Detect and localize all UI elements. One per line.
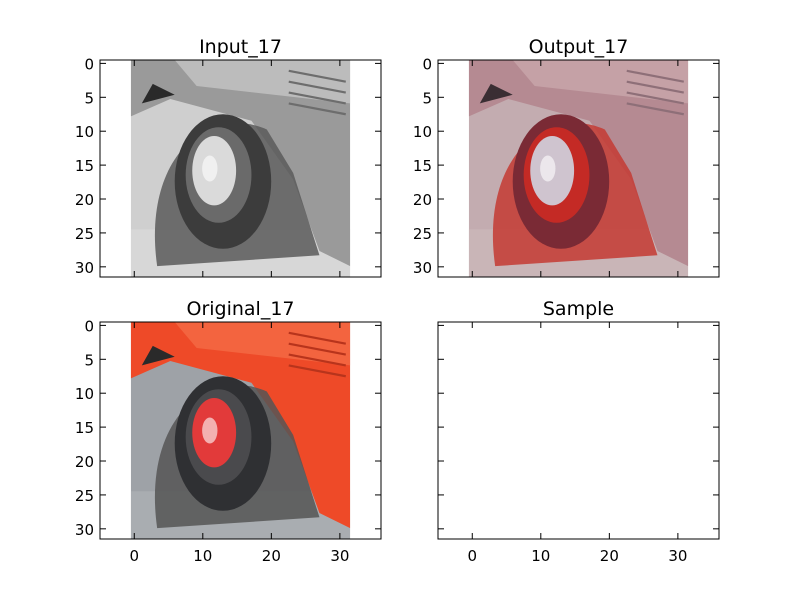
x-tick-label: 30 — [668, 547, 687, 565]
y-tick-label: 15 — [75, 157, 94, 175]
y-tick-label: 15 — [75, 419, 94, 437]
y-tick-label: 0 — [422, 55, 432, 73]
subplot-3: Original_17 0 5 10 15 20 25 30 0 10 20 30 — [75, 298, 382, 565]
subplot-1: Input_17 0 5 10 15 20 25 30 — [75, 36, 382, 278]
subplot-title: Sample — [543, 298, 614, 320]
y-tick-label: 20 — [413, 191, 432, 209]
image-3 — [130, 322, 351, 539]
x-tick-label: 30 — [330, 547, 349, 565]
subplot-title: Output_17 — [529, 36, 629, 58]
subplot-title: Input_17 — [199, 36, 282, 58]
x-tick-label: 0 — [129, 547, 139, 565]
y-tick-label: 30 — [413, 259, 432, 277]
y-tick-label: 25 — [75, 225, 94, 243]
subplot-4: Sample 0 10 20 30 — [437, 298, 720, 565]
x-tick-label: 20 — [600, 547, 619, 565]
y-tick-label: 25 — [413, 225, 432, 243]
axes-frame — [437, 59, 720, 278]
y-tick-label: 10 — [413, 123, 432, 141]
axes-frame — [99, 59, 382, 278]
image-2 — [468, 60, 689, 277]
y-tick-label: 20 — [75, 191, 94, 209]
subplot-title: Original_17 — [186, 298, 294, 320]
x-tick-label: 20 — [262, 547, 281, 565]
image-1 — [130, 60, 351, 277]
x-tick-label: 0 — [467, 547, 477, 565]
y-tick-label: 5 — [84, 351, 94, 369]
y-tick-label: 5 — [422, 89, 432, 107]
y-tick-label: 0 — [84, 317, 94, 335]
y-tick-label: 30 — [75, 259, 94, 277]
y-tick-label: 25 — [75, 487, 94, 505]
x-tick-label: 10 — [193, 547, 212, 565]
y-tick-label: 0 — [84, 55, 94, 73]
y-tick-label: 30 — [75, 521, 94, 539]
y-tick-label: 5 — [84, 89, 94, 107]
axes-frame — [99, 321, 382, 540]
axes-frame — [437, 321, 720, 540]
subplot-2: Output_17 0 5 10 15 20 25 30 — [413, 36, 720, 278]
x-tick-label: 10 — [531, 547, 550, 565]
y-tick-label: 20 — [75, 453, 94, 471]
y-tick-label: 10 — [75, 385, 94, 403]
y-tick-label: 10 — [75, 123, 94, 141]
y-tick-label: 15 — [413, 157, 432, 175]
